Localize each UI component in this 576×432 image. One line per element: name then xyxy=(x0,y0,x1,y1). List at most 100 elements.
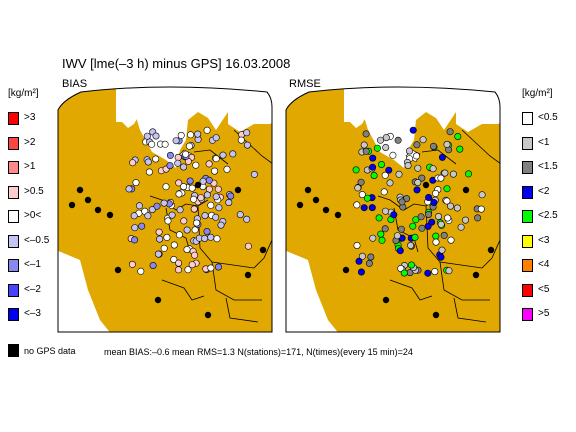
station-marker xyxy=(128,260,136,268)
station-marker xyxy=(367,253,375,261)
rmse-legend-label: <3 xyxy=(538,234,550,246)
station-marker xyxy=(409,126,417,134)
station-marker xyxy=(192,161,200,169)
station-marker xyxy=(429,165,437,173)
station-marker xyxy=(360,141,368,149)
station-marker xyxy=(353,201,361,209)
station-marker xyxy=(440,231,448,239)
bias-legend-swatch xyxy=(8,185,19,199)
station-marker xyxy=(363,194,371,202)
station-marker xyxy=(405,147,413,155)
station-marker xyxy=(236,211,244,219)
no-data-marker xyxy=(76,186,84,194)
no-data-marker xyxy=(304,186,312,194)
station-marker xyxy=(454,133,462,141)
rmse-legend-swatch xyxy=(522,112,533,125)
station-marker xyxy=(447,236,455,244)
station-marker xyxy=(446,202,454,210)
station-marker xyxy=(174,159,182,167)
no-data-marker xyxy=(84,196,92,204)
station-marker xyxy=(170,241,178,249)
station-marker xyxy=(362,147,370,155)
station-marker xyxy=(355,257,363,265)
bias-legend-swatch xyxy=(8,234,19,248)
station-marker xyxy=(375,214,383,222)
station-marker xyxy=(438,246,446,254)
station-marker xyxy=(174,153,182,161)
station-marker xyxy=(443,197,451,205)
station-marker xyxy=(148,140,156,148)
no-data-swatch xyxy=(8,344,19,357)
station-marker xyxy=(215,263,223,271)
station-marker xyxy=(156,235,164,243)
no-data-marker xyxy=(382,296,390,304)
bias-map-area xyxy=(58,87,272,332)
station-marker xyxy=(407,241,415,249)
station-marker xyxy=(175,259,183,267)
station-marker xyxy=(203,228,211,236)
station-marker xyxy=(180,217,188,225)
station-marker xyxy=(438,153,446,161)
station-marker xyxy=(162,183,170,191)
station-marker xyxy=(163,233,171,241)
station-marker xyxy=(376,136,384,144)
bias-legend-swatch xyxy=(8,210,19,223)
station-marker xyxy=(160,244,168,252)
station-marker xyxy=(130,212,138,220)
rmse-legend-swatch xyxy=(522,185,533,199)
station-marker xyxy=(445,267,453,275)
station-marker xyxy=(404,162,412,170)
station-marker xyxy=(176,206,184,214)
station-marker xyxy=(207,233,215,241)
station-marker xyxy=(357,178,365,186)
rmse-legend-label: <0.5 xyxy=(538,112,558,123)
station-marker xyxy=(197,194,205,202)
station-marker xyxy=(227,192,235,200)
station-marker xyxy=(434,213,442,221)
station-marker xyxy=(354,184,362,192)
bias-legend-swatch xyxy=(8,308,19,321)
station-marker xyxy=(396,247,404,255)
station-marker xyxy=(244,242,252,250)
station-marker xyxy=(425,211,433,219)
bias-legend-label: <–2 xyxy=(24,283,41,295)
station-marker xyxy=(191,251,199,259)
station-marker xyxy=(393,232,401,240)
station-marker xyxy=(431,268,439,276)
rmse-panel-label: RMSE xyxy=(289,78,321,90)
station-marker xyxy=(464,170,472,178)
station-marker xyxy=(461,216,469,224)
station-marker xyxy=(138,222,146,230)
station-marker xyxy=(212,193,220,201)
station-marker xyxy=(183,226,191,234)
bias-legend-swatch xyxy=(8,283,19,297)
station-marker xyxy=(166,151,174,159)
station-marker xyxy=(182,150,190,158)
station-marker xyxy=(188,184,196,192)
station-marker xyxy=(225,199,233,207)
station-marker xyxy=(144,212,152,220)
no-data-marker xyxy=(244,271,252,279)
rmse-legend-label: <2.5 xyxy=(538,210,558,221)
station-marker xyxy=(175,179,183,187)
station-marker xyxy=(219,151,227,159)
station-marker xyxy=(477,205,485,213)
station-marker xyxy=(425,194,433,202)
station-marker xyxy=(390,211,398,219)
station-marker xyxy=(143,132,151,140)
station-marker xyxy=(457,223,465,231)
station-marker xyxy=(381,207,389,215)
station-marker xyxy=(414,179,422,187)
station-marker xyxy=(160,199,168,207)
bias-legend-swatch xyxy=(8,259,19,272)
station-marker xyxy=(352,166,360,174)
station-marker xyxy=(432,189,440,197)
station-marker xyxy=(205,160,213,168)
rmse-legend-label: <4 xyxy=(538,259,550,270)
station-marker xyxy=(385,166,393,174)
station-marker xyxy=(368,204,376,212)
station-marker xyxy=(381,171,389,179)
station-marker xyxy=(412,152,420,160)
station-marker xyxy=(380,188,388,196)
bias-legend-swatch xyxy=(8,112,19,125)
